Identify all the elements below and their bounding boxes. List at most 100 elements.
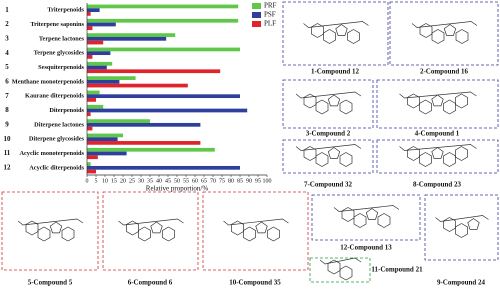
structure-drawing <box>435 215 489 238</box>
chain <box>399 144 477 151</box>
chain <box>303 21 369 28</box>
category-number: 7 <box>5 92 9 100</box>
structure-box <box>282 1 389 66</box>
y-tick-label: Diterpene glycosides <box>29 136 85 143</box>
ring <box>455 146 468 161</box>
structure-box <box>202 191 309 271</box>
structure-box <box>376 79 499 129</box>
x-tick-label: 30 <box>138 178 144 184</box>
chain <box>17 218 84 226</box>
ring <box>339 152 353 167</box>
y-tick-label: Sesquiterpenoids <box>38 64 84 71</box>
category-number: 8 <box>5 106 9 114</box>
y-tick-label: Kaurane diterpenoids <box>25 93 84 100</box>
ring <box>467 218 480 230</box>
structure-drawing <box>399 91 477 115</box>
bar <box>87 61 113 66</box>
legend-label: PLF <box>264 20 276 28</box>
x-tick-label: 100 <box>263 178 272 184</box>
structure-drawing <box>411 21 478 44</box>
bar <box>87 47 240 52</box>
bar <box>87 55 93 59</box>
ring <box>443 152 456 167</box>
chain <box>333 205 400 212</box>
bar <box>87 162 91 166</box>
y-tick-label: Acyclic diterpenoids <box>29 164 84 171</box>
bar <box>87 18 239 23</box>
chain <box>435 215 489 222</box>
structure-box <box>376 139 499 174</box>
ring <box>377 213 391 228</box>
category-number: 3 <box>5 34 9 42</box>
y-tick-label: Diterpene lactones <box>34 121 84 128</box>
bar <box>87 155 98 160</box>
bar <box>87 33 176 37</box>
ring <box>255 221 268 234</box>
category-number: 9 <box>5 120 9 128</box>
ring <box>407 146 420 161</box>
category-number: 6 <box>5 77 9 85</box>
structure-drawing <box>399 144 477 167</box>
ring <box>327 94 341 107</box>
bar <box>87 98 96 102</box>
y-tick-label: Terpene lactones <box>39 35 85 42</box>
bar <box>87 141 201 145</box>
structure-box <box>424 194 499 261</box>
bar <box>87 76 136 80</box>
ring <box>455 223 468 238</box>
structure-label: 4-Compound 1 <box>415 130 460 138</box>
legend-label: PRF <box>264 2 277 10</box>
category-number: 4 <box>5 49 9 57</box>
bar <box>87 12 91 16</box>
x-tick-label: 60 <box>192 178 198 184</box>
ring <box>315 99 329 115</box>
structure-drawing <box>17 218 84 242</box>
category-number: 1 <box>5 6 9 14</box>
bar <box>87 94 240 99</box>
ring <box>231 220 244 236</box>
ring <box>339 99 353 115</box>
structure-box <box>282 139 374 174</box>
structure-drawing <box>333 205 400 228</box>
category-number: 2 <box>5 20 9 28</box>
bar <box>87 119 150 123</box>
legend-label: PSF <box>264 11 276 19</box>
ring <box>455 29 469 44</box>
x-tick-label: 25 <box>129 178 135 184</box>
ring <box>347 29 360 44</box>
ring <box>323 29 336 44</box>
x-tick-label: 90 <box>246 178 252 184</box>
ring <box>126 220 139 236</box>
y-tick-label: Terpene glycosides <box>34 50 85 57</box>
ring <box>303 146 317 161</box>
structure-box <box>282 79 374 129</box>
ring <box>138 226 151 242</box>
x-tick-label: 0 <box>86 178 89 184</box>
legend-swatch <box>252 21 261 27</box>
structure-drawing <box>118 218 184 242</box>
ring <box>327 147 341 159</box>
y-tick-label: Triterpene saponins <box>30 21 84 28</box>
x-tick-label: 10 <box>102 178 108 184</box>
bar <box>87 108 248 113</box>
structure-label: 7-Compound 32 <box>304 181 353 189</box>
ring <box>162 226 175 242</box>
structure-drawing <box>319 257 362 281</box>
ring <box>431 29 445 44</box>
bar <box>87 90 100 95</box>
x-tick-label: 50 <box>174 178 180 184</box>
structure-drawing <box>223 218 289 242</box>
ring <box>61 226 75 242</box>
bar <box>87 4 239 9</box>
ring <box>353 213 367 228</box>
bar <box>87 26 93 31</box>
ring <box>365 208 379 220</box>
chain <box>399 91 477 99</box>
bar <box>87 112 91 117</box>
y-tick-label: Triterpenoids <box>47 7 84 14</box>
bar <box>87 83 188 88</box>
x-tick-label: 45 <box>165 178 171 184</box>
ring <box>431 94 444 107</box>
category-number: 12 <box>4 163 12 171</box>
